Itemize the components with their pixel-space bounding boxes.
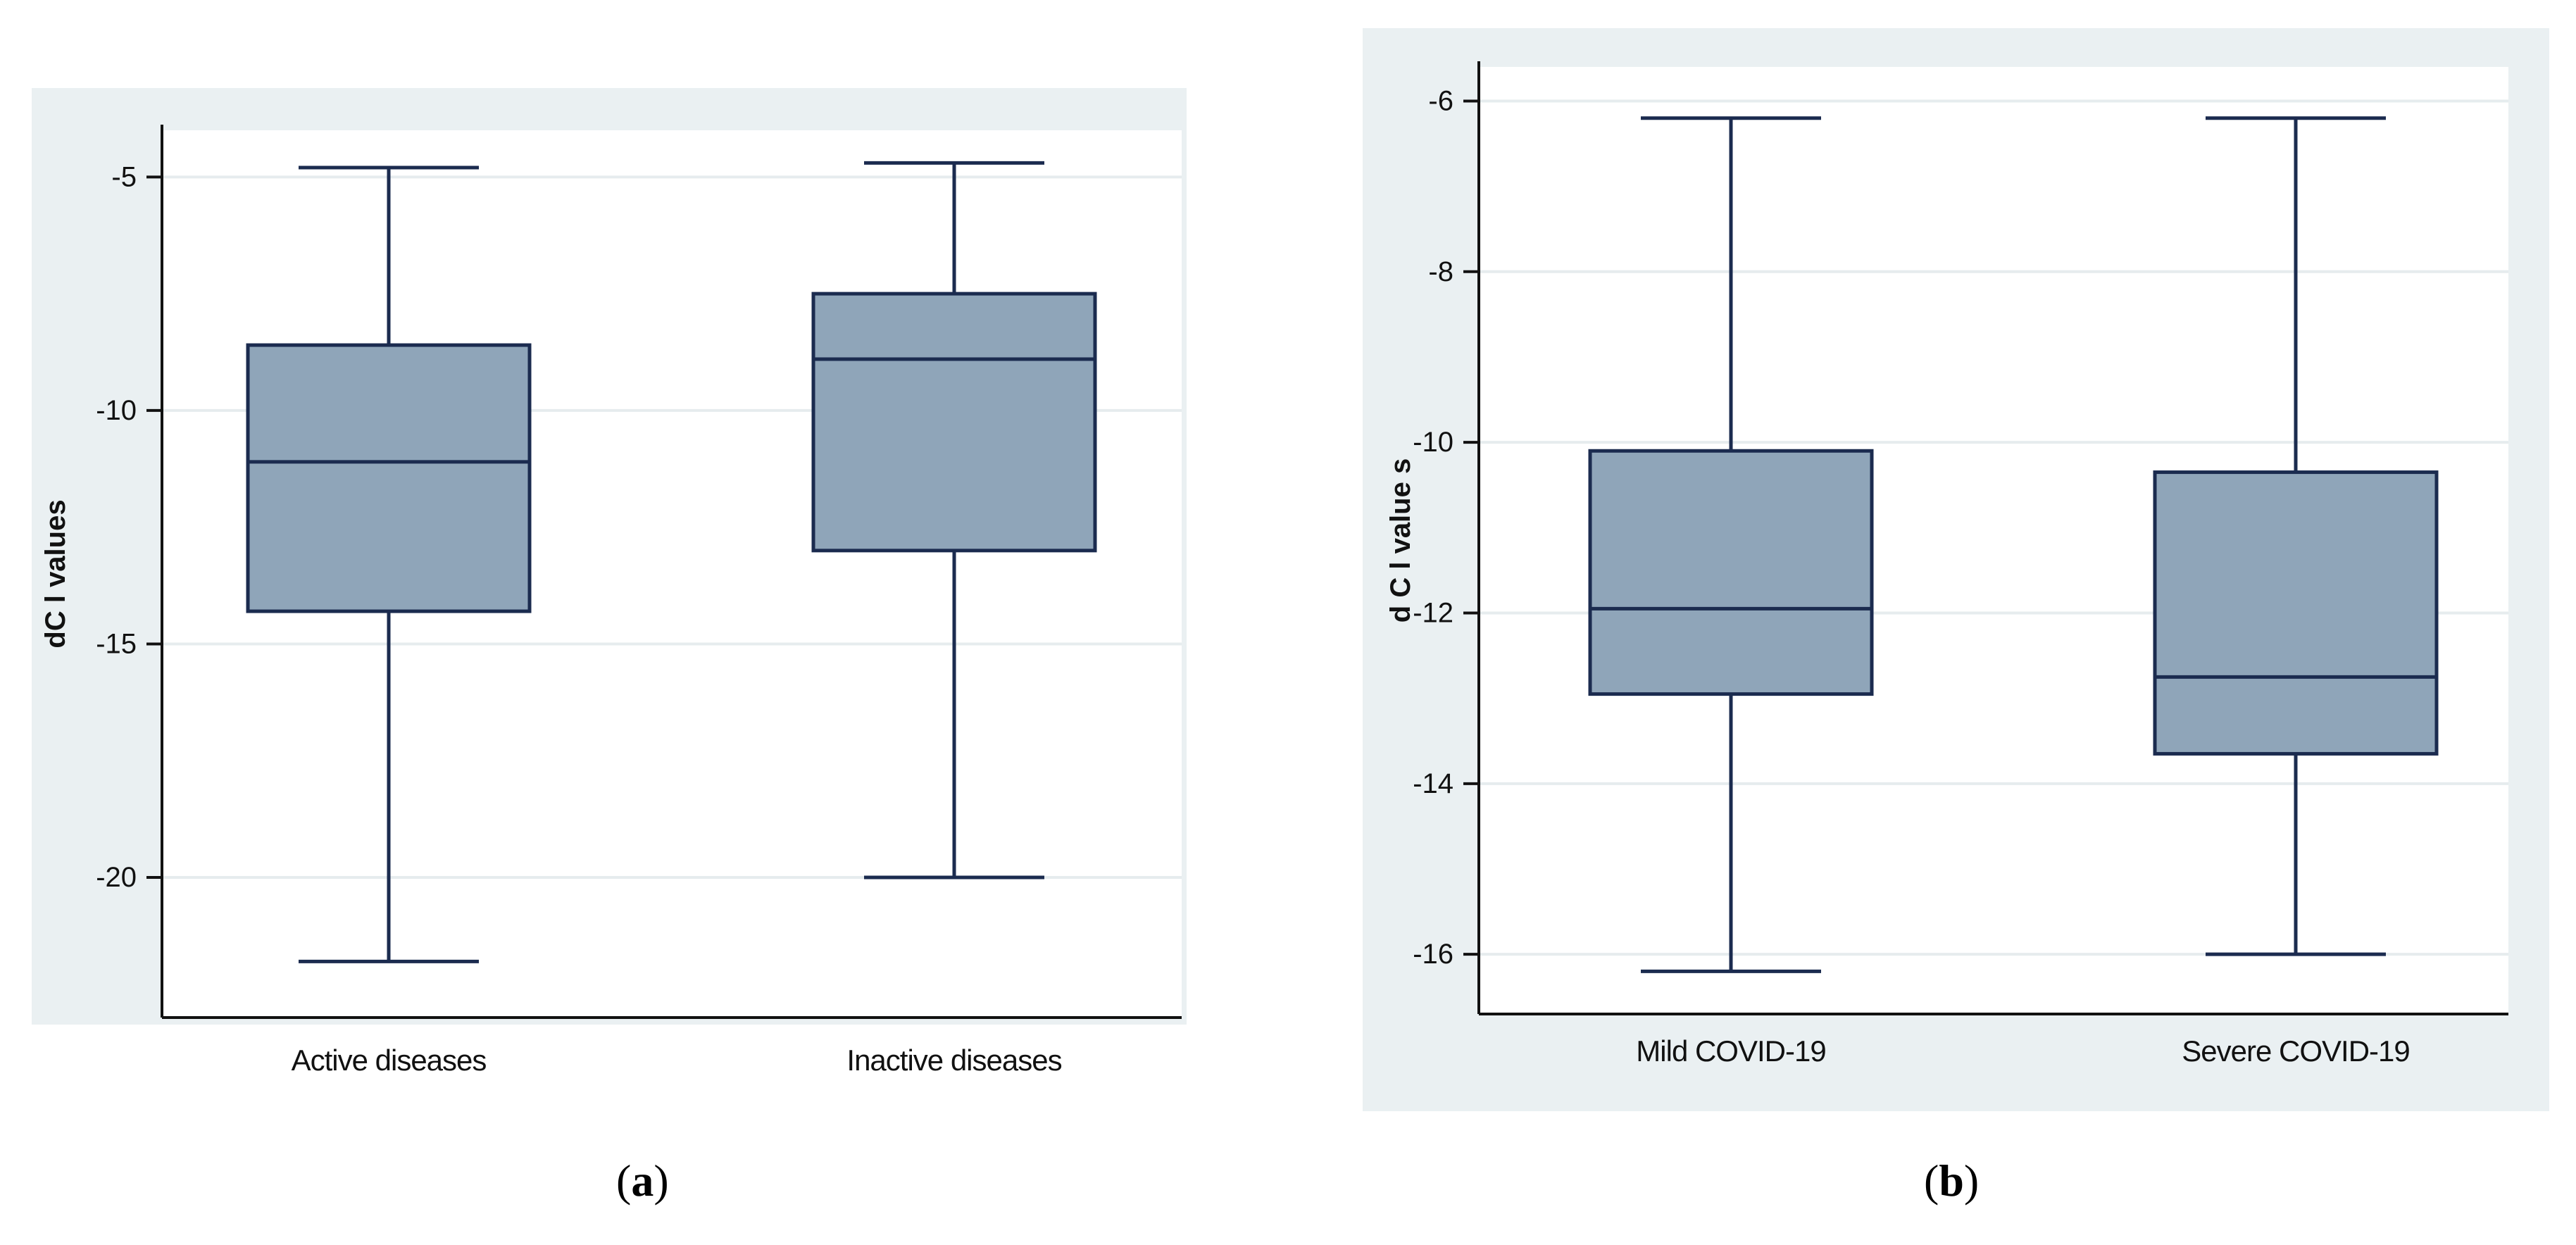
panel-b-caption-letter: b [1939,1156,1964,1206]
box-a2-iqr [811,292,1097,553]
box-b2-iqr [2153,470,2439,756]
chart-panel-b: -6 -8 -10 -12 -14 -16 d C l value s Mild COVID-… [1363,28,2549,1111]
panel-a-ytick-label: -5 [111,161,137,192]
panel-b-category-label: Mild COVID-19 [1636,1034,1825,1068]
chart-panel-a: -5 -10 -15 -20 dC l values Active diseases Ina… [32,88,1187,1077]
panel-b-ytick-label: -6 [1428,85,1453,116]
panel-b-ytick-label: -12 [1413,597,1453,628]
panel-b-ytick-label: -16 [1413,939,1453,970]
panel-b-category-label: Severe COVID-19 [2182,1034,2409,1068]
panel-a-ytick-label: -20 [96,862,137,893]
box-b1-iqr [1588,449,1874,696]
panel-a-ytick-label: -10 [96,395,137,426]
panel-a-ytick-label: -15 [96,628,137,659]
panel-a-category-label: Active diseases [292,1044,487,1077]
panel-b-ytick-label: -14 [1413,768,1453,799]
panel-b-caption: (b) [1924,1156,1980,1206]
panel-a-ylabel: dC l values [40,499,71,648]
panel-b-ylabel: d C l value s [1385,458,1416,622]
panel-a-category-label: Inactive diseases [846,1044,1061,1077]
panel-a-caption-letter: a [631,1156,654,1206]
panel-a-caption: (a) [616,1156,669,1206]
panel-b-ytick-label: -8 [1428,256,1453,287]
box-a1-iqr [246,343,532,613]
panel-b-ytick-label: -10 [1413,427,1453,458]
